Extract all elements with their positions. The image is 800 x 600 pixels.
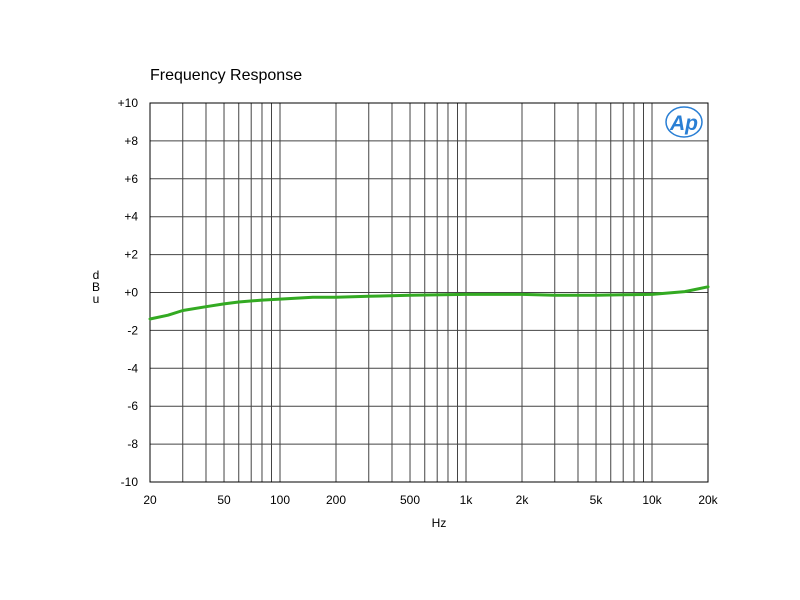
x-tick-label: 200: [326, 493, 346, 507]
y-tick-label: +4: [124, 210, 138, 224]
y-tick-label: +2: [124, 248, 138, 262]
x-tick-labels: 20 50 100 200 500 1k 2k 5k 10k 20k: [143, 493, 718, 507]
series-layer: [148, 285, 710, 321]
horizontal-gridlines: [150, 140, 708, 445]
x-tick-label: 20k: [698, 493, 718, 507]
x-tick-label: 1k: [460, 493, 474, 507]
frequency-response-line: [148, 285, 710, 321]
y-tick-label: -10: [121, 475, 139, 489]
y-tick-label: +0: [124, 286, 138, 300]
chart-title: Frequency Response: [150, 67, 303, 84]
svg-text:Ap: Ap: [669, 112, 698, 135]
y-tick-label: -6: [127, 399, 138, 413]
x-tick-label: 100: [270, 493, 290, 507]
y-tick-label: +10: [118, 96, 139, 110]
y-tick-label: -2: [127, 323, 138, 337]
y-tick-labels: +10 +8 +6 +4 +2 +0 -2 -4 -6 -8 -10: [118, 96, 139, 489]
y-tick-label: +6: [124, 172, 138, 186]
x-axis-label: Hz: [432, 516, 447, 530]
x-tick-label: 500: [400, 493, 420, 507]
x-tick-label: 20: [143, 493, 157, 507]
y-tick-label: -8: [127, 437, 138, 451]
ap-logo-icon: Ap: [665, 106, 703, 138]
x-tick-label: 50: [217, 493, 231, 507]
x-tick-label: 2k: [516, 493, 530, 507]
x-tick-label: 10k: [642, 493, 662, 507]
y-tick-label: -4: [127, 361, 138, 375]
y-tick-label: +8: [124, 134, 138, 148]
x-tick-label: 5k: [590, 493, 604, 507]
plot-frame: [149, 102, 709, 483]
